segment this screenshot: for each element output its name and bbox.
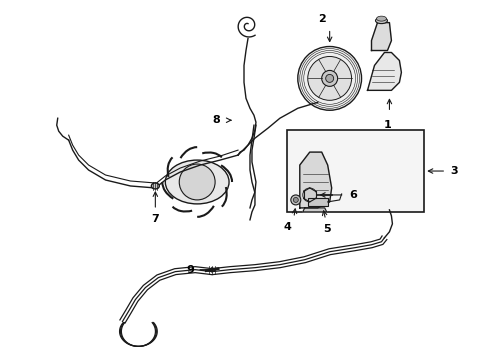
Text: 8: 8 (212, 115, 220, 125)
Ellipse shape (179, 164, 215, 200)
Circle shape (325, 75, 333, 82)
Ellipse shape (165, 160, 228, 204)
Ellipse shape (376, 16, 386, 21)
Text: 4: 4 (284, 222, 291, 232)
Text: 7: 7 (151, 214, 159, 224)
Circle shape (290, 195, 300, 205)
Circle shape (297, 46, 361, 110)
Polygon shape (302, 208, 326, 212)
Polygon shape (371, 23, 390, 50)
Text: 5: 5 (322, 224, 330, 234)
Bar (286, 130, 424, 212)
Ellipse shape (151, 183, 159, 189)
Polygon shape (299, 152, 331, 208)
Circle shape (307, 57, 351, 100)
Ellipse shape (375, 18, 386, 24)
Circle shape (321, 71, 337, 86)
Text: 2: 2 (317, 14, 325, 24)
Text: 9: 9 (186, 265, 194, 275)
Text: 3: 3 (449, 166, 457, 176)
Circle shape (302, 188, 316, 202)
Polygon shape (367, 53, 401, 90)
Text: 1: 1 (383, 120, 390, 130)
Circle shape (293, 197, 298, 202)
Bar (307, 198, 327, 206)
Text: 6: 6 (349, 190, 357, 200)
